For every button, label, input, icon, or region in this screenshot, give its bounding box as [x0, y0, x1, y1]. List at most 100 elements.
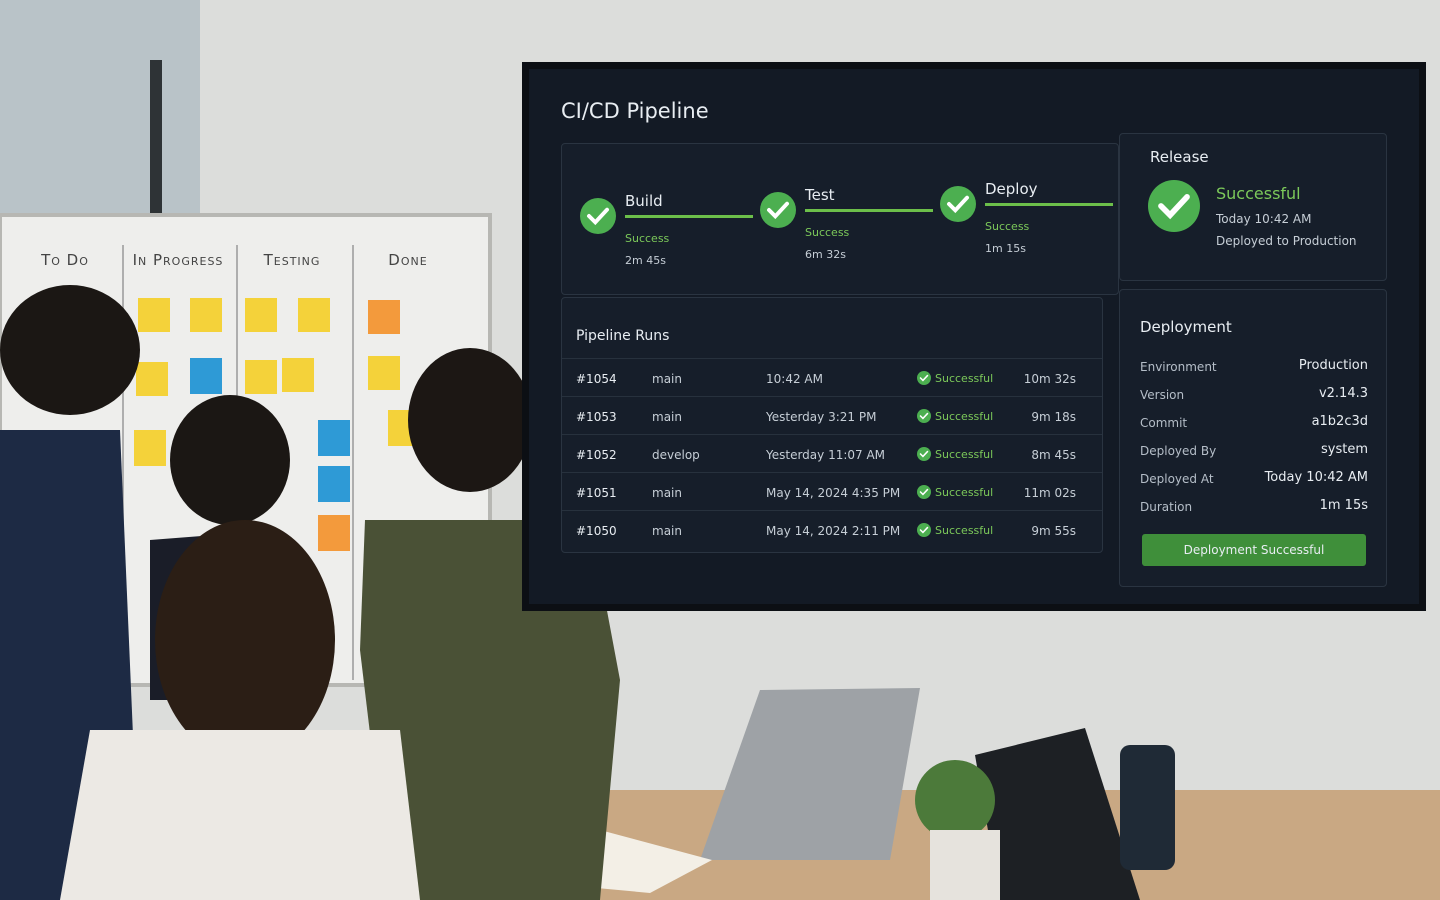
run-status: Successful	[935, 448, 994, 461]
check-mark	[919, 488, 929, 496]
stage-duration: 2m 45s	[625, 254, 666, 267]
run-id: #1054	[576, 372, 617, 386]
field-label: Commit	[1140, 416, 1188, 430]
check-circle	[760, 192, 796, 228]
run-id: #1052	[576, 448, 617, 462]
field-value: Today 10:42 AM	[1264, 470, 1368, 485]
check-icon	[917, 485, 931, 499]
person-body	[60, 730, 420, 900]
field-label: Deployed At	[1140, 472, 1214, 486]
stage-name: Build	[625, 192, 663, 210]
sticky-note	[318, 515, 350, 551]
run-branch: main	[652, 410, 682, 424]
window-frame	[150, 60, 162, 230]
plant	[915, 760, 995, 840]
run-status: Successful	[935, 410, 994, 423]
deployment-field: Environment Production	[1140, 354, 1368, 382]
deployment-field: Commit a1b2c3d	[1140, 410, 1368, 438]
run-time: Yesterday 11:07 AM	[766, 448, 886, 462]
laptop	[700, 688, 920, 860]
sticky-note	[368, 300, 400, 334]
sticky-note	[318, 466, 350, 502]
check-icon	[940, 186, 976, 222]
deployment-field: Version v2.14.3	[1140, 382, 1368, 410]
run-branch: develop	[652, 448, 700, 462]
field-value: a1b2c3d	[1311, 414, 1368, 429]
check-circle	[940, 186, 976, 222]
field-label: Environment	[1140, 360, 1217, 374]
check-icon	[917, 409, 931, 423]
deployment-field: Deployed By system	[1140, 438, 1368, 466]
deployment-panel: Deployment Environment Production Version v2…	[1119, 289, 1387, 587]
check-circle	[917, 523, 931, 537]
run-branch: main	[652, 524, 682, 538]
deployment-button: Deployment Successful	[1142, 534, 1366, 566]
run-branch: main	[652, 486, 682, 500]
kanban-column-header: Testing	[263, 251, 321, 269]
sticky-note	[134, 430, 166, 466]
person-head	[0, 285, 140, 415]
stages-panel: Build Success 2m 45s Test Success 6m 32s Deplo…	[561, 143, 1119, 295]
sticky-note	[318, 420, 350, 456]
check-mark	[919, 374, 929, 382]
laptop	[975, 728, 1140, 900]
run-id: #1050	[576, 524, 617, 538]
check-mark	[919, 526, 929, 534]
person-head	[170, 395, 290, 525]
tv-screen: CI/CD Pipeline Build Success 2m 45s Test Suc…	[522, 62, 1426, 611]
field-value: Production	[1298, 358, 1368, 373]
kanban-column-header: To Do	[40, 251, 89, 269]
check-mark	[919, 412, 929, 420]
stage-status: Success	[985, 220, 1030, 233]
check-circle	[917, 447, 931, 461]
check-icon	[917, 523, 931, 537]
check-mark	[587, 207, 609, 226]
people	[0, 285, 620, 900]
run-row: #1050 main May 14, 2024 2:11 PM Successful 9…	[562, 510, 1102, 549]
check-mark	[947, 195, 969, 214]
sticky-note	[245, 298, 277, 332]
run-time: 10:42 AM	[766, 372, 823, 386]
run-branch: main	[652, 372, 682, 386]
kanban-column-header: Done	[388, 251, 427, 269]
check-icon	[917, 447, 931, 461]
run-duration: 11m 02s	[1023, 486, 1076, 500]
stage-line	[985, 203, 1113, 206]
check-icon	[917, 371, 931, 385]
check-icon	[580, 198, 616, 234]
run-id: #1051	[576, 486, 617, 500]
release-status: Successful	[1216, 184, 1301, 203]
sticky-note	[298, 298, 330, 332]
deployment-field: Duration 1m 15s	[1140, 494, 1368, 522]
release-note: Deployed to Production	[1216, 234, 1357, 248]
runs-title: Pipeline Runs	[576, 328, 670, 344]
run-row: #1052 develop Yesterday 11:07 AM Successful…	[562, 434, 1102, 473]
stage-name: Deploy	[985, 180, 1038, 198]
plant-pot	[930, 830, 1000, 900]
field-label: Version	[1140, 388, 1185, 402]
release-time: Today 10:42 AM	[1216, 212, 1312, 226]
run-row: #1054 main 10:42 AM Successful 10m 32s	[562, 358, 1102, 397]
check-circle	[917, 485, 931, 499]
check-circle	[917, 371, 931, 385]
person-head	[408, 348, 532, 492]
field-label: Duration	[1140, 500, 1193, 514]
check-circle	[917, 409, 931, 423]
stage-duration: 1m 15s	[985, 242, 1026, 255]
check-mark	[1158, 194, 1190, 220]
screen-title: CI/CD Pipeline	[561, 99, 709, 123]
person-body	[360, 520, 620, 900]
check-mark	[919, 450, 929, 458]
person-head	[155, 520, 335, 760]
sticky-notes	[134, 298, 420, 551]
stage-line	[805, 209, 933, 212]
sticky-note	[245, 360, 277, 394]
run-time: May 14, 2024 2:11 PM	[766, 524, 901, 538]
run-duration: 9m 55s	[1031, 524, 1076, 538]
runs-panel: Pipeline Runs #1054 main 10:42 AM Successful…	[561, 297, 1103, 553]
run-row: #1051 main May 14, 2024 4:35 PM Successful 1…	[562, 472, 1102, 511]
run-time: May 14, 2024 4:35 PM	[766, 486, 901, 500]
check-circle	[1148, 180, 1200, 232]
release-panel: Release Successful Today 10:42 AM Deployed …	[1119, 133, 1387, 281]
run-status: Successful	[935, 372, 994, 385]
